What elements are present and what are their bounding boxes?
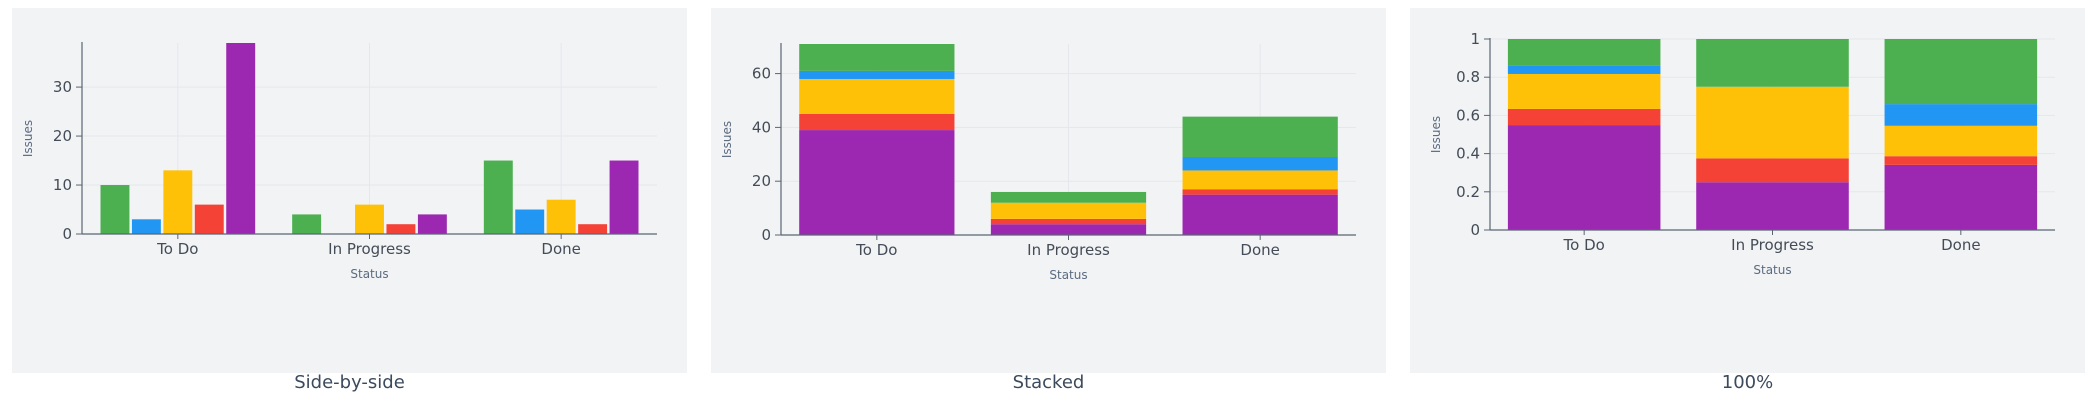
y-tick-label: 0.6 [1456,106,1480,124]
bar-segment-purple [1182,194,1338,235]
x-tick-label: To Do [1563,236,1605,254]
bar-segment-red [1507,108,1661,126]
bar-red [386,224,416,234]
bar-red [578,224,608,234]
chart-stacked: 0 20 40 60 To Do In Progress Done Status Issues [720,43,1356,282]
y-tick-label: 0.2 [1456,183,1480,201]
bar-segment-yellow [1182,170,1338,190]
chart-panel-percent: 0 0.2 0.4 0.6 0.8 1 To Do In Progress Done Status… [1410,8,2085,373]
y-tick-label: 20 [752,172,771,190]
x-tick-label: In Progress [328,240,411,258]
bar-blue [131,219,161,234]
bar-segment-blue [799,70,955,79]
x-axis-title: Status [1049,268,1087,282]
y-tick-label: 0.8 [1456,68,1480,86]
bar-green [292,214,322,234]
y-tick-label: 0 [1470,221,1480,239]
bar-segment-purple [1696,182,1849,230]
chart-panel-side-by-side: 0 10 20 30 To Do In Progress Done Status Issues [12,8,687,373]
bar-green [483,160,513,234]
x-tick-label: Done [1941,236,1980,254]
bar-segment-green [799,44,955,71]
y-tick-label: 30 [53,78,72,96]
bar-segment-green [990,191,1147,203]
bar-segment-green [1696,39,1849,87]
y-tick-label: 10 [53,176,72,194]
y-tick-label: 20 [53,127,72,145]
bar-purple [226,43,256,234]
x-tick-label: To Do [156,240,198,258]
bar-segment-yellow [990,202,1147,219]
y-axis-title: Issues [21,120,35,157]
chart-percent: 0 0.2 0.4 0.6 0.8 1 To Do In Progress Done Status… [1429,30,2055,277]
bar-segment-yellow [1884,125,2038,157]
bar-yellow [163,170,193,234]
y-tick-label: 0.4 [1456,145,1480,163]
x-axis-title: Status [350,267,388,281]
bar-segment-red [1182,189,1338,195]
bar-segment-green [1182,116,1338,157]
caption-side-by-side: Side-by-side [294,372,405,393]
bar-purple [609,160,639,234]
bar-segment-blue [1507,65,1661,74]
bar-red [194,204,224,234]
bar-yellow [355,204,384,234]
chart-side-by-side: 0 10 20 30 To Do In Progress Done Status Issues [21,42,657,281]
y-tick-label: 0 [761,226,771,244]
caption-percent: 100% [1721,372,1774,393]
x-tick-label: Done [541,240,580,258]
bar-green [100,185,130,234]
x-tick-label: To Do [855,241,897,259]
bar-segment-red [1884,156,2038,165]
bar-segment-yellow [799,78,955,114]
bar-segment-green [1507,39,1661,66]
y-axis-title: Issues [1429,116,1443,153]
bar-segment-yellow [1507,73,1661,109]
bar-segment-yellow [1696,86,1849,159]
bar-segment-purple [1884,164,2038,230]
y-tick-label: 60 [752,65,771,83]
bar-purple [417,214,447,234]
bar-segment-red [1696,158,1849,183]
bar-segment-red [990,218,1147,225]
x-axis-title: Status [1753,263,1791,277]
x-tick-label: In Progress [1027,241,1110,259]
bar-segment-purple [990,224,1147,235]
y-tick-label: 40 [752,118,771,136]
caption-stacked: Stacked [1012,372,1085,393]
bar-segment-purple [1507,125,1661,230]
bar-segment-red [799,113,955,131]
y-tick-label: 1 [1470,30,1480,48]
x-tick-label: Done [1240,241,1279,259]
bar-yellow [546,199,576,234]
y-axis-title: Issues [720,121,734,158]
x-tick-label: In Progress [1731,236,1814,254]
bar-blue [515,209,545,234]
bar-segment-purple [799,130,955,235]
bar-segment-green [1884,39,2038,105]
bar-segment-blue [1884,104,2038,126]
y-tick-label: 0 [62,225,72,243]
chart-panel-stacked: 0 20 40 60 To Do In Progress Done Status Issues [711,8,1386,373]
bar-segment-blue [1182,156,1338,171]
